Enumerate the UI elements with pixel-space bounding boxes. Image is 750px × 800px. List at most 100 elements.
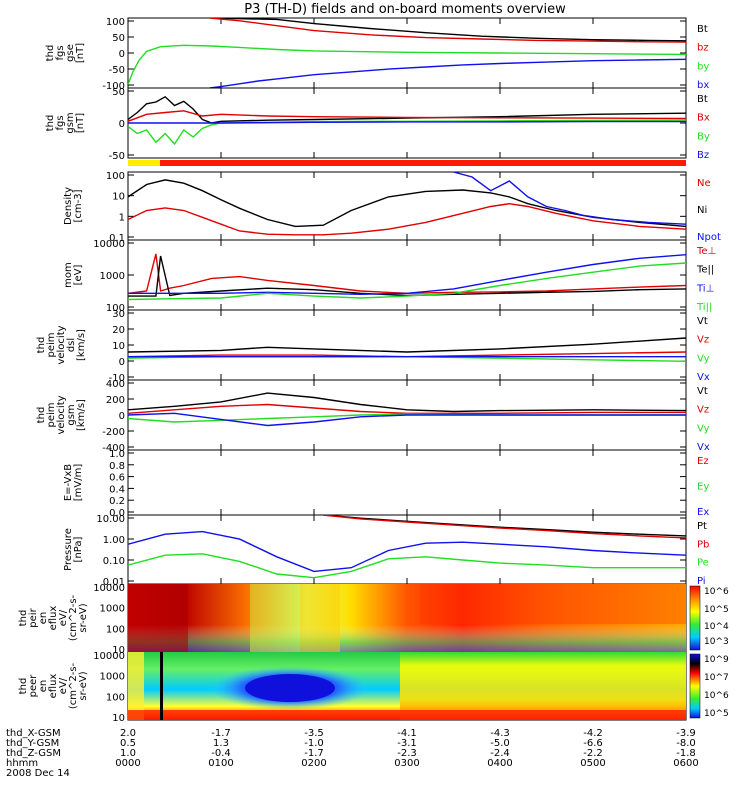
xaxis-value-3-0: 0000 bbox=[115, 758, 140, 769]
legend-peim-velocity-dsl-1: Vz bbox=[697, 335, 709, 346]
series-fgs-gsm-0 bbox=[128, 95, 686, 124]
xaxis-value-2-2: -1.7 bbox=[304, 748, 324, 759]
legend-density-1: Ni bbox=[697, 205, 707, 216]
xaxis-value-0-0: 2.0 bbox=[120, 728, 136, 739]
series-pressure-2 bbox=[128, 553, 686, 579]
ylabel-fgs-gsm-1: fgs bbox=[55, 115, 66, 130]
xaxis-value-3-3: 0300 bbox=[394, 758, 419, 769]
ylabel-mom-temp-0: mom bbox=[63, 262, 74, 288]
legend-efield-2: Ex bbox=[697, 507, 709, 518]
ylabel-peim-velocity-gsm-1: peim bbox=[46, 402, 57, 427]
ylabel-peir-en-eflux-5: (cm^2-s- bbox=[68, 594, 79, 641]
xaxis-row-label-1: thd_Y-GSM bbox=[6, 738, 59, 749]
ylabel-pressure-1: [nPa] bbox=[73, 536, 84, 562]
cb2-tick-2: 10^6 bbox=[704, 691, 729, 701]
ytick-peim-velocity-gsm-2: 0 bbox=[119, 411, 125, 422]
panel-frame-peim-velocity-dsl bbox=[127, 309, 687, 381]
ylabel-peim-velocity-dsl-1: peim bbox=[46, 332, 57, 357]
series-density-2 bbox=[453, 172, 686, 225]
xaxis-value-2-1: -0.4 bbox=[211, 748, 231, 759]
legend-efield-1: Ey bbox=[697, 482, 709, 493]
xaxis-row-label-0: thd_X-GSM bbox=[6, 728, 61, 739]
series-mom-temp-2 bbox=[128, 254, 686, 296]
legend-efield-0: Ez bbox=[697, 456, 709, 467]
xaxis-value-3-5: 0500 bbox=[580, 758, 605, 769]
xaxis-value-0-1: -1.7 bbox=[211, 728, 231, 739]
legend-peim-velocity-gsm-2: Vy bbox=[697, 423, 710, 434]
xaxis-value-3-1: 0100 bbox=[208, 758, 233, 769]
series-fgs-gse-1 bbox=[209, 18, 686, 43]
ytick-peim-velocity-dsl-2: 10 bbox=[112, 341, 125, 352]
status-bar-red bbox=[160, 160, 686, 166]
series-mom-temp-3 bbox=[128, 262, 686, 301]
date-label: 2008 Dec 14 bbox=[6, 768, 70, 779]
legend-peim-velocity-dsl-2: Vy bbox=[697, 353, 710, 364]
ytick-fgs-gse-1: 50 bbox=[112, 33, 125, 44]
series-peim-velocity-dsl-1 bbox=[128, 351, 686, 358]
ytick-peer-en-eflux-1: 1000 bbox=[100, 672, 125, 683]
series-fgs-gse-0 bbox=[211, 18, 686, 42]
xaxis-value-3-6: 0600 bbox=[673, 758, 698, 769]
legend-fgs-gsm-0: Bt bbox=[697, 94, 708, 105]
ytick-peim-velocity-dsl-1: 20 bbox=[112, 325, 125, 336]
xaxis-value-2-5: -2.2 bbox=[583, 748, 603, 759]
legend-fgs-gsm-3: Bz bbox=[697, 150, 709, 161]
panel-frame-mom-temp bbox=[127, 239, 687, 311]
ylabel-fgs-gsm-0: thd bbox=[45, 115, 56, 132]
colorbar-peir bbox=[689, 585, 701, 651]
legend-fgs-gse-2: by bbox=[697, 61, 709, 72]
cb1-tick-3: 10^3 bbox=[704, 637, 729, 647]
ylabel-fgs-gse-2: gse bbox=[65, 44, 76, 62]
cb1-tick-1: 10^5 bbox=[704, 605, 729, 615]
series-density-0 bbox=[128, 202, 686, 236]
legend-fgs-gse-0: Bt bbox=[697, 24, 708, 35]
ytick-efield-5: 0.0 bbox=[109, 508, 125, 519]
xaxis-value-0-3: -4.1 bbox=[397, 728, 417, 739]
ytick-pressure-1: 1.00 bbox=[103, 535, 125, 546]
series-mom-temp-0 bbox=[128, 253, 686, 295]
legend-peim-velocity-gsm-3: Vx bbox=[697, 442, 710, 453]
ylabel-peir-en-eflux-0: thd bbox=[18, 610, 29, 627]
ytick-peim-velocity-gsm-1: 200 bbox=[106, 395, 125, 406]
ytick-mom-temp-1: 1000 bbox=[100, 271, 125, 282]
series-fgs-gsm-3 bbox=[128, 120, 686, 124]
ytick-peim-velocity-dsl-3: 0 bbox=[119, 357, 125, 368]
xaxis-value-2-3: -2.3 bbox=[397, 748, 417, 759]
ytick-fgs-gsm-2: -50 bbox=[109, 151, 125, 162]
ylabel-mom-temp-1: [eV] bbox=[73, 265, 84, 286]
ytick-fgs-gse-0: 100 bbox=[106, 17, 125, 28]
xaxis-value-2-4: -2.4 bbox=[490, 748, 510, 759]
ytick-efield-3: 0.4 bbox=[109, 484, 125, 495]
xaxis-value-1-3: -3.1 bbox=[397, 738, 417, 749]
ytick-fgs-gsm-0: 50 bbox=[112, 87, 125, 98]
series-peim-velocity-gsm-3 bbox=[128, 412, 686, 427]
ylabel-peir-en-eflux-6: sr-eV) bbox=[78, 603, 89, 632]
series-mom-temp-1 bbox=[128, 255, 686, 297]
legend-mom-temp-0: Te⊥ bbox=[696, 246, 716, 257]
xaxis-value-0-5: -4.2 bbox=[583, 728, 603, 739]
xaxis-value-1-0: 0.5 bbox=[120, 738, 136, 749]
series-pressure-3 bbox=[128, 530, 686, 573]
ytick-peer-en-eflux-2: 100 bbox=[106, 692, 125, 703]
ylabel-density-1: [cm-3] bbox=[73, 189, 84, 222]
ylabel-peir-en-eflux-1: peir bbox=[28, 607, 39, 627]
ylabel-peer-en-eflux-1: peer bbox=[28, 674, 39, 698]
ytick-density-2: 1 bbox=[119, 212, 125, 223]
legend-peim-velocity-gsm-0: Vt bbox=[697, 386, 708, 397]
ytick-fgs-gsm-1: 0 bbox=[119, 119, 125, 130]
ylabel-fgs-gsm-2: gsm bbox=[65, 112, 76, 133]
series-fgs-gsm-1 bbox=[128, 110, 686, 122]
legend-peim-velocity-gsm-1: Vz bbox=[697, 405, 709, 416]
ylabel-fgs-gse-3: [nT] bbox=[75, 43, 86, 63]
ytick-fgs-gse-3: -50 bbox=[109, 65, 125, 76]
ylabel-peer-en-eflux-0: thd bbox=[18, 678, 29, 695]
ytick-peim-velocity-dsl-0: 30 bbox=[112, 309, 125, 320]
legend-fgs-gse-3: bx bbox=[697, 80, 709, 91]
ylabel-peer-en-eflux-5: (cm^2-s- bbox=[68, 662, 79, 709]
ytick-peer-en-eflux-3: 10 bbox=[112, 713, 125, 724]
chart-title: P3 (TH-D) fields and on-board moments ov… bbox=[244, 2, 566, 17]
series-fgs-gse-2 bbox=[128, 44, 686, 85]
ytick-peim-velocity-gsm-3: -200 bbox=[102, 427, 125, 438]
ytick-fgs-gse-4: -100 bbox=[102, 81, 125, 92]
